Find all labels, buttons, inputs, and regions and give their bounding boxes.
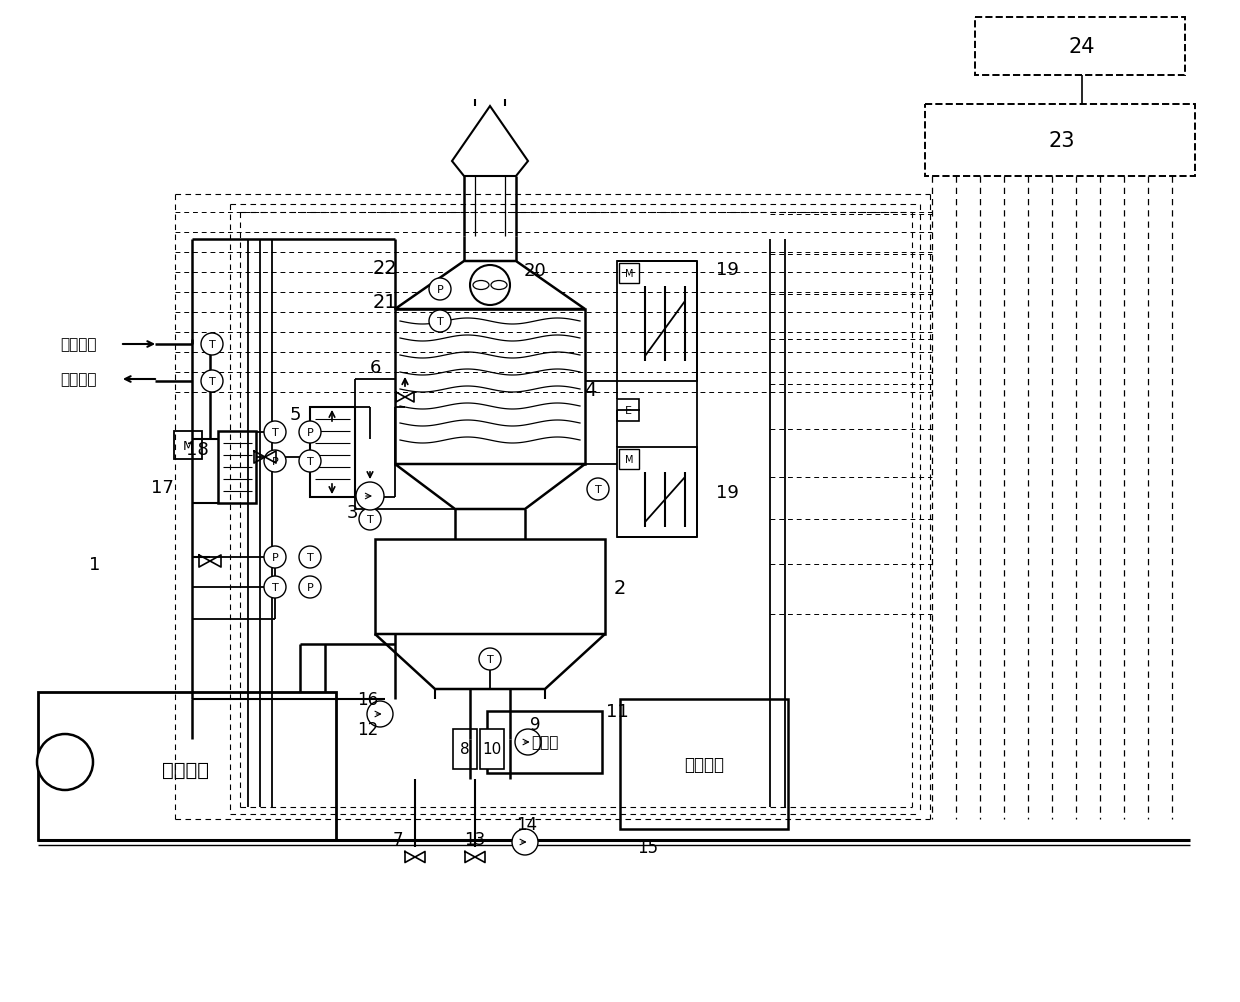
Text: 19: 19 bbox=[715, 484, 739, 501]
Circle shape bbox=[299, 422, 321, 444]
Text: M: M bbox=[625, 455, 634, 465]
Text: T: T bbox=[486, 654, 494, 664]
Polygon shape bbox=[374, 634, 605, 689]
Bar bbox=[487, 711, 601, 774]
Circle shape bbox=[429, 279, 451, 301]
Circle shape bbox=[264, 576, 286, 598]
Circle shape bbox=[479, 648, 501, 670]
Circle shape bbox=[470, 266, 510, 306]
Circle shape bbox=[515, 729, 541, 756]
Circle shape bbox=[587, 479, 609, 501]
Text: T: T bbox=[306, 457, 314, 467]
Polygon shape bbox=[396, 262, 585, 310]
Text: 21: 21 bbox=[373, 293, 397, 312]
Text: 11: 11 bbox=[605, 702, 629, 720]
Bar bbox=[174, 432, 202, 460]
Circle shape bbox=[360, 508, 381, 530]
Text: T: T bbox=[272, 428, 278, 438]
Polygon shape bbox=[453, 107, 528, 176]
Circle shape bbox=[264, 546, 286, 568]
Bar bbox=[618, 448, 697, 537]
Text: 6: 6 bbox=[370, 359, 381, 377]
Bar bbox=[925, 105, 1195, 176]
Circle shape bbox=[367, 701, 393, 727]
Polygon shape bbox=[396, 465, 585, 509]
Text: 20: 20 bbox=[523, 262, 547, 280]
Bar bbox=[310, 408, 355, 498]
Text: 10: 10 bbox=[482, 741, 502, 757]
Text: 3: 3 bbox=[346, 503, 358, 521]
Text: 低温进水: 低温进水 bbox=[60, 337, 97, 352]
Text: T: T bbox=[595, 485, 601, 495]
Text: 8: 8 bbox=[460, 741, 470, 757]
Text: 22: 22 bbox=[373, 259, 397, 278]
Text: T: T bbox=[306, 552, 314, 562]
Text: M: M bbox=[625, 269, 634, 279]
Text: 7: 7 bbox=[393, 831, 403, 848]
Circle shape bbox=[264, 422, 286, 444]
Text: 4: 4 bbox=[584, 380, 596, 399]
Bar bbox=[975, 18, 1185, 76]
Text: T: T bbox=[436, 317, 444, 327]
Text: 高温出水: 高温出水 bbox=[60, 372, 97, 387]
Text: P: P bbox=[272, 457, 278, 467]
Text: 9: 9 bbox=[529, 715, 541, 733]
Text: T: T bbox=[367, 514, 373, 524]
Bar bbox=[619, 264, 639, 284]
Text: T: T bbox=[208, 377, 216, 387]
Text: 24: 24 bbox=[1069, 37, 1095, 57]
Bar bbox=[480, 729, 503, 770]
Circle shape bbox=[201, 371, 223, 393]
Circle shape bbox=[429, 311, 451, 333]
Text: 2: 2 bbox=[614, 578, 626, 597]
Text: E: E bbox=[625, 406, 631, 416]
Text: 17: 17 bbox=[150, 479, 174, 497]
Bar bbox=[453, 729, 477, 770]
Text: 控制柜: 控制柜 bbox=[531, 734, 559, 749]
Text: T: T bbox=[208, 340, 216, 350]
Text: 补水水笱: 补水水笱 bbox=[684, 756, 724, 774]
Bar bbox=[620, 699, 787, 830]
Bar bbox=[374, 539, 605, 634]
Circle shape bbox=[299, 451, 321, 473]
Bar bbox=[218, 432, 255, 503]
Circle shape bbox=[356, 483, 384, 510]
Bar bbox=[618, 262, 697, 382]
Text: 19: 19 bbox=[715, 261, 739, 279]
Circle shape bbox=[201, 334, 223, 356]
Circle shape bbox=[37, 734, 93, 791]
Circle shape bbox=[299, 546, 321, 568]
Text: 13: 13 bbox=[464, 831, 486, 848]
Text: P: P bbox=[306, 582, 314, 592]
Circle shape bbox=[299, 576, 321, 598]
Bar bbox=[38, 692, 336, 840]
Bar bbox=[396, 310, 585, 465]
Text: 5: 5 bbox=[289, 406, 301, 424]
Text: 14: 14 bbox=[516, 816, 538, 834]
Text: P: P bbox=[436, 285, 444, 295]
Bar bbox=[619, 450, 639, 470]
Text: 12: 12 bbox=[357, 720, 378, 738]
Text: P: P bbox=[272, 552, 278, 562]
Text: 18: 18 bbox=[186, 441, 208, 459]
Text: 16: 16 bbox=[357, 690, 378, 708]
Text: 燃气锅炉: 燃气锅炉 bbox=[161, 760, 208, 779]
Circle shape bbox=[512, 830, 538, 855]
Circle shape bbox=[264, 451, 286, 473]
Text: P: P bbox=[306, 428, 314, 438]
Text: T: T bbox=[272, 582, 278, 592]
Bar bbox=[618, 400, 639, 422]
Text: 23: 23 bbox=[1049, 131, 1075, 151]
Text: 15: 15 bbox=[637, 838, 658, 856]
Text: M: M bbox=[182, 439, 193, 452]
Text: 1: 1 bbox=[89, 555, 100, 573]
